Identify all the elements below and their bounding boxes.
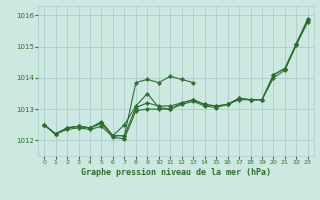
X-axis label: Graphe pression niveau de la mer (hPa): Graphe pression niveau de la mer (hPa) [81, 168, 271, 177]
